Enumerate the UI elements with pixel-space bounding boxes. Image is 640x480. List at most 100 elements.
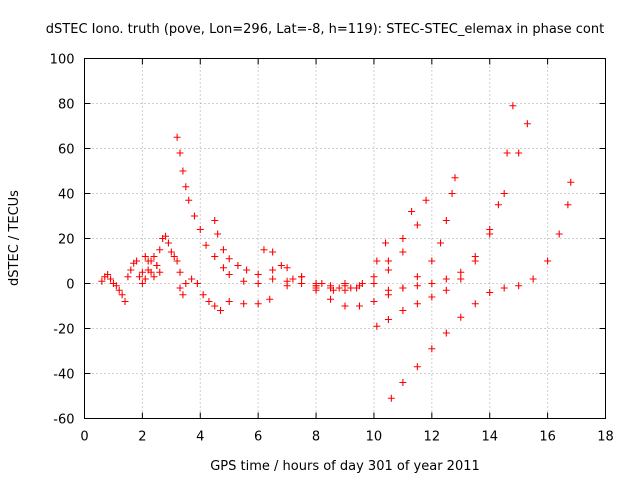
data-point [358,280,366,287]
data-point [173,133,181,141]
data-point [225,255,233,263]
data-point [408,208,416,215]
data-point [185,196,193,204]
data-point [399,235,407,242]
series-8 [269,239,390,294]
data-point [179,291,187,299]
data-point [373,257,381,265]
data-point [211,217,219,224]
data-point [182,183,190,191]
data-point [176,149,184,157]
data-point [529,275,537,283]
data-point [384,286,392,294]
data-point [428,345,436,353]
y-tick-label: -20 [53,323,74,338]
data-point [544,257,552,265]
data-point [413,221,421,229]
data-point [153,262,161,269]
series-10 [373,102,517,330]
data-point [277,262,285,269]
data-point [486,226,494,233]
data-point [428,280,436,287]
x-tick-label: 8 [312,430,320,445]
data-point [486,289,494,296]
data-point [515,282,523,290]
data-point [141,253,149,260]
data-point [147,268,155,276]
x-tick-label: 14 [481,430,498,445]
series-12 [387,178,575,402]
data-point [173,257,181,265]
data-point [254,300,262,308]
data-point [413,363,421,371]
data-point [135,273,143,281]
x-tick-label: 0 [80,430,88,445]
data-point [503,149,511,157]
data-point [437,239,445,247]
data-point [190,212,198,220]
data-point [515,149,523,157]
data-point [112,282,120,290]
data-point [283,264,291,272]
data-point [384,316,392,323]
data-point [269,248,277,256]
data-point [399,307,407,314]
data-point [471,253,479,260]
y-tick-label: 100 [50,53,75,68]
series-0 [98,271,129,305]
series-3 [176,275,274,314]
data-point [442,217,450,224]
x-axis-label: GPS time / hours of day 301 of year 2011 [210,459,480,474]
x-tick-label: 18 [597,430,614,445]
y-tick-label: 40 [58,188,75,203]
data-point [205,298,213,305]
data-point [182,280,190,287]
data-point [387,394,395,402]
data-point [214,230,222,238]
data-point [341,280,349,287]
data-point [121,298,129,305]
data-point [335,284,343,292]
data-point [567,178,575,186]
data-point [254,271,262,278]
data-point [104,271,112,278]
data-point [124,273,132,281]
data-point [382,239,390,247]
data-point [428,293,436,301]
data-point [494,201,502,209]
data-point [399,379,407,386]
data-point [98,277,106,285]
data-point [283,277,291,285]
data-point [133,257,141,265]
data-point [451,174,459,182]
data-points [98,102,575,402]
data-point [370,298,378,305]
data-point [327,295,335,303]
series-1 [124,253,164,287]
data-point [370,273,378,281]
data-point [115,286,123,294]
data-point [500,284,508,292]
data-point [384,257,392,265]
data-point [243,266,251,274]
series-2 [138,232,187,299]
data-point [457,313,465,321]
data-point [442,329,450,337]
data-point [193,280,201,287]
x-tick-label: 6 [254,430,262,445]
series-11 [384,120,531,294]
x-tick-label: 16 [539,430,556,445]
data-point [225,271,233,278]
x-tick-label: 12 [424,430,441,445]
data-point [509,102,517,110]
data-point [254,280,262,287]
series-5 [211,217,349,290]
data-point [167,248,175,256]
y-tick-label: 80 [58,98,75,113]
data-point [442,286,450,294]
data-point [384,266,392,274]
data-point [217,307,225,314]
y-tick-label: -60 [53,413,74,428]
data-point [523,120,531,128]
series-4 [173,133,349,292]
